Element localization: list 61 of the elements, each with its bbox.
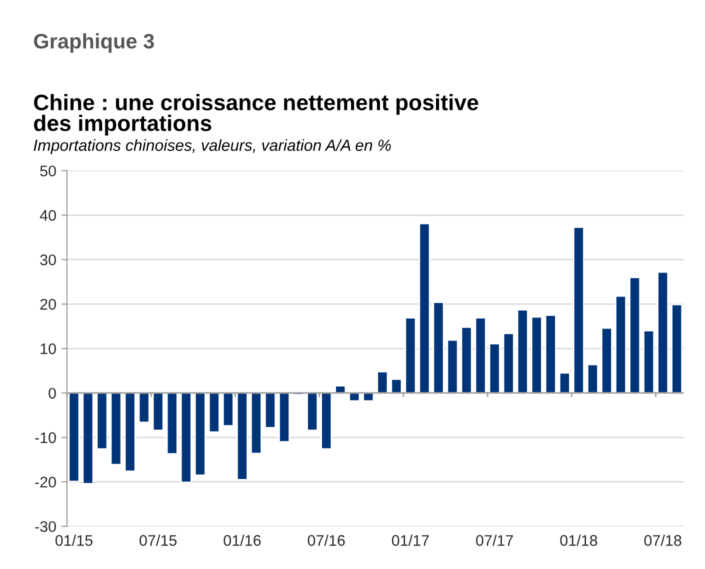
y-tick-label: 40 (40, 210, 56, 221)
bar (390, 378, 402, 394)
bar (110, 392, 122, 466)
y-tick-label: -20 (35, 476, 56, 488)
chart-subtitle: Importations chinoises, valeurs, variation A/A en % (34, 139, 391, 154)
x-tick-label: 07/16 (308, 534, 345, 546)
bar (601, 327, 612, 394)
y-tick-label: 0 (48, 388, 56, 399)
bar (657, 271, 669, 394)
bar (474, 317, 486, 394)
bar (96, 392, 108, 450)
y-tick-label: 50 (40, 166, 56, 176)
bar (222, 392, 234, 427)
bar (643, 330, 655, 394)
bar (432, 302, 444, 394)
bar (208, 392, 220, 433)
bar (558, 372, 570, 394)
x-tick-label: 01/18 (560, 534, 598, 546)
y-tick-label: 10 (40, 343, 56, 354)
bar (544, 314, 556, 394)
bar (236, 392, 248, 480)
x-tick-label: 07/18 (644, 534, 682, 546)
bar (530, 316, 542, 394)
bar (138, 392, 150, 423)
bar (320, 392, 332, 450)
x-tick-label: 07/15 (140, 534, 177, 546)
y-tick-label: 20 (40, 298, 56, 310)
bar (68, 392, 80, 482)
y-tick-label: -10 (35, 432, 56, 444)
bar (152, 392, 164, 431)
bar (194, 392, 206, 476)
bar (124, 392, 136, 472)
y-tick-label: 30 (40, 254, 56, 266)
bar (586, 364, 598, 394)
bar (488, 342, 500, 394)
bar (460, 326, 472, 394)
text: Graphique 3 (34, 33, 154, 53)
x-tick-label: 07/17 (476, 534, 513, 546)
bar (180, 392, 192, 484)
x-tick-label: 01/16 (224, 534, 261, 546)
bar (166, 392, 178, 455)
bar (334, 385, 346, 394)
bar (250, 392, 262, 454)
bar (671, 304, 683, 394)
bar (502, 332, 514, 394)
bar (278, 392, 290, 443)
bar (306, 392, 318, 431)
y-tick-label: -30 (35, 521, 56, 532)
bar (404, 317, 416, 394)
bar (516, 309, 528, 394)
bar (82, 392, 94, 484)
bar (376, 370, 388, 394)
bar (629, 276, 641, 394)
x-tick-label: 01/17 (392, 534, 429, 546)
x-tick-label: 01/15 (55, 534, 92, 546)
bar (615, 295, 627, 394)
bar (572, 226, 584, 394)
bar (446, 339, 458, 394)
bar (418, 222, 430, 394)
bar (264, 392, 276, 428)
chart-title: Chine : une croissance nettement positive des importations (34, 94, 478, 136)
